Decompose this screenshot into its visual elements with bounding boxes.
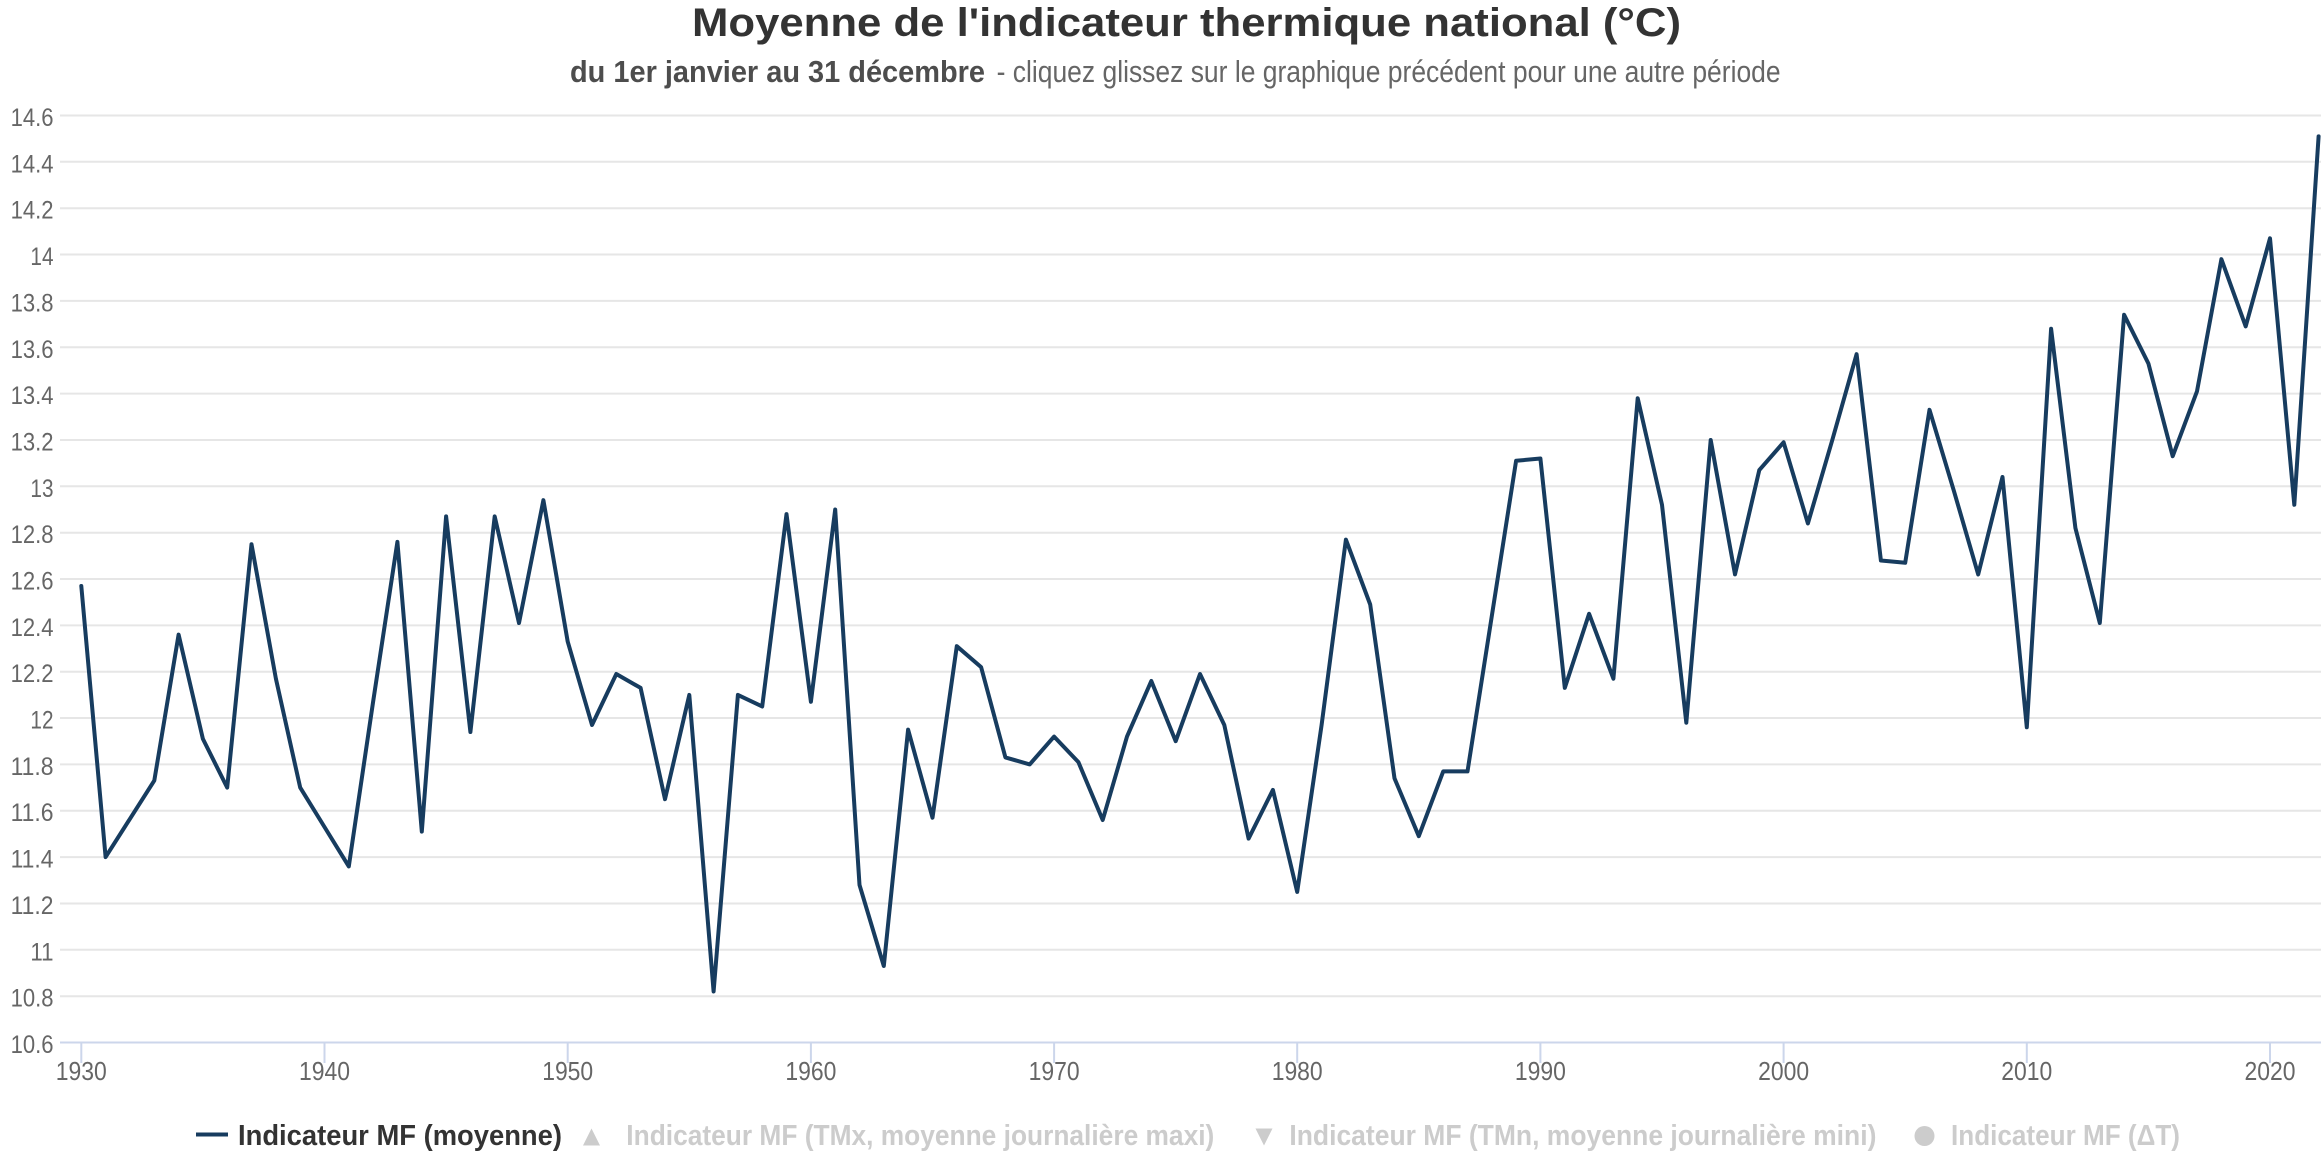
svg-text:1970: 1970 — [1029, 1056, 1080, 1086]
svg-text:1950: 1950 — [542, 1056, 593, 1086]
svg-text:12.4: 12.4 — [11, 614, 54, 642]
svg-text:14.6: 14.6 — [11, 104, 54, 132]
svg-text:11.2: 11.2 — [11, 892, 54, 920]
svg-text:2010: 2010 — [2001, 1056, 2052, 1086]
svg-text:Indicateur MF (moyenne): Indicateur MF (moyenne) — [238, 1120, 562, 1152]
svg-text:Indicateur MF (TMn, moyenne jo: Indicateur MF (TMn, moyenne journalière … — [1289, 1120, 1876, 1152]
svg-text:11: 11 — [30, 938, 53, 966]
svg-text:13.4: 13.4 — [11, 382, 54, 410]
svg-text:1930: 1930 — [56, 1056, 107, 1086]
svg-text:2020: 2020 — [2245, 1056, 2296, 1086]
svg-text:Indicateur MF (TMx, moyenne jo: Indicateur MF (TMx, moyenne journalière … — [626, 1120, 1214, 1152]
svg-text:14.2: 14.2 — [11, 197, 54, 225]
svg-text:11.4: 11.4 — [11, 846, 54, 874]
svg-text:13: 13 — [30, 475, 53, 503]
svg-text:11.6: 11.6 — [11, 799, 54, 827]
svg-text:12.2: 12.2 — [11, 660, 54, 688]
svg-text:- cliquez glissez sur le graph: - cliquez glissez sur le graphique précé… — [997, 54, 1781, 89]
svg-text:11.8: 11.8 — [11, 753, 54, 781]
svg-text:1960: 1960 — [785, 1056, 836, 1086]
svg-text:Moyenne de l'indicateur thermi: Moyenne de l'indicateur thermique nation… — [692, 1, 1681, 45]
svg-text:2000: 2000 — [1758, 1056, 1809, 1086]
svg-text:1940: 1940 — [299, 1056, 350, 1086]
svg-text:12.6: 12.6 — [11, 568, 54, 596]
svg-text:10.6: 10.6 — [11, 1031, 54, 1059]
svg-text:14.4: 14.4 — [11, 150, 54, 178]
svg-text:1980: 1980 — [1272, 1056, 1323, 1086]
svg-text:12: 12 — [30, 707, 53, 735]
svg-text:1990: 1990 — [1515, 1056, 1566, 1086]
svg-text:12.8: 12.8 — [11, 521, 54, 549]
svg-text:du 1er janvier au 31 décembre: du 1er janvier au 31 décembre — [570, 54, 985, 89]
svg-text:10.8: 10.8 — [11, 985, 54, 1013]
svg-text:13.6: 13.6 — [11, 336, 54, 364]
svg-text:Indicateur MF (ΔT): Indicateur MF (ΔT) — [1951, 1120, 2180, 1152]
svg-text:14: 14 — [30, 243, 53, 271]
svg-text:13.8: 13.8 — [11, 289, 54, 317]
svg-text:13.2: 13.2 — [11, 429, 54, 457]
